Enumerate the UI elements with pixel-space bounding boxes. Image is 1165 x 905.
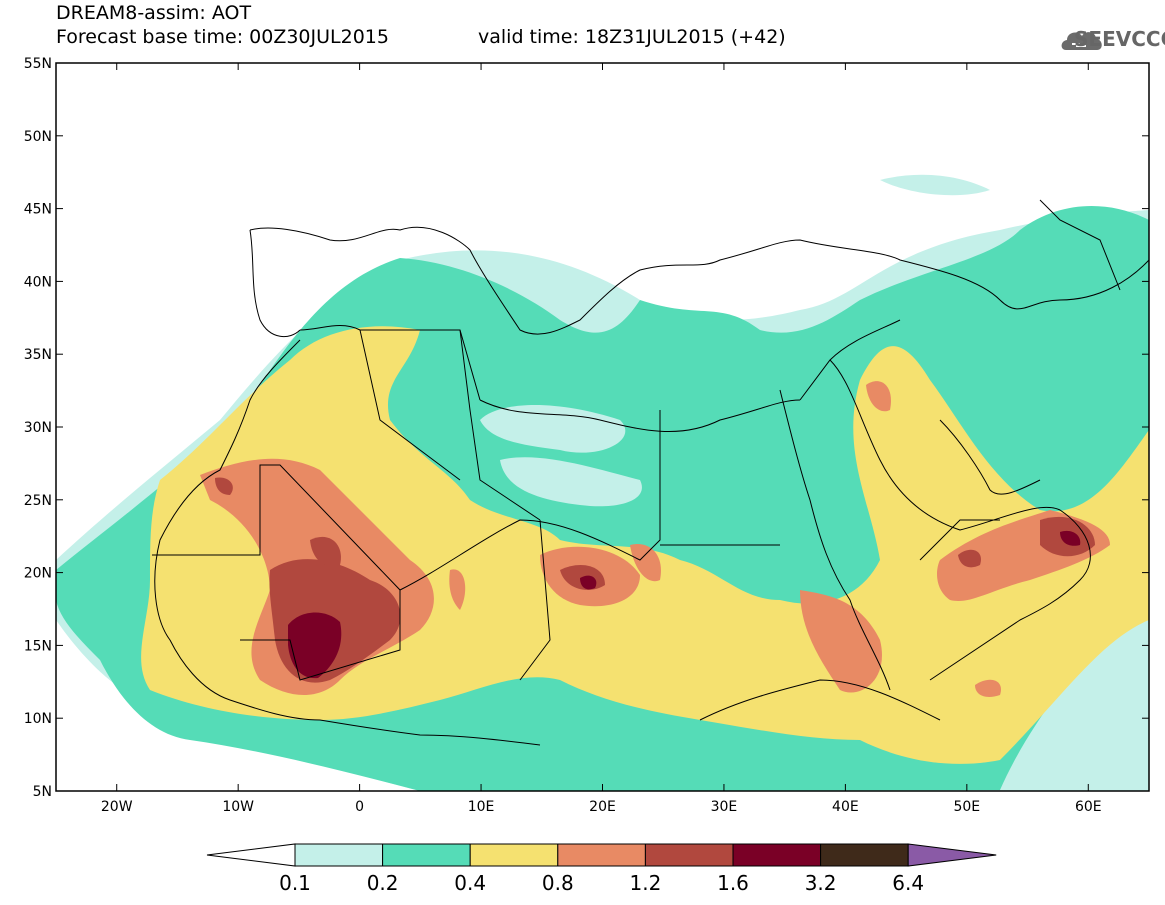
colorbar-box (382, 843, 471, 867)
colorbar-high-arrow (907, 843, 997, 867)
lat-label: 35N (24, 347, 52, 363)
lon-axis: 20W 10W 0 10E 20E 30E 40E 50E 60E (101, 63, 1102, 815)
forecast-base-time: Forecast base time: 00Z30JUL2015 (56, 26, 389, 48)
lat-label: 50N (24, 129, 52, 145)
colorbar-box (732, 843, 822, 867)
colorbar-label: 6.4 (892, 871, 924, 895)
colorbar-low-arrow (206, 843, 296, 867)
lat-label: 5N (33, 784, 52, 800)
colorbar-box (557, 843, 646, 867)
lon-label: 0 (355, 799, 364, 815)
lat-label: 15N (24, 638, 52, 654)
lat-label: 45N (24, 202, 52, 218)
lon-label: 50E (953, 799, 980, 815)
colorbar-box (644, 843, 734, 867)
colorbar-box (294, 843, 384, 867)
valid-time: valid time: 18Z31JUL2015 (+42) (478, 26, 786, 48)
country-borders (299, 199, 1121, 561)
colorbar-label: 0.8 (542, 871, 574, 895)
lat-label: 40N (24, 274, 52, 290)
aot-level-0.4 (141, 326, 1149, 764)
colorbar-label: 3.2 (805, 871, 837, 895)
colorbar-label: 0.2 (367, 871, 399, 895)
colorbar-box (820, 843, 909, 867)
aot-field (56, 174, 1149, 791)
lat-label: 20N (24, 566, 52, 582)
lat-label: 10N (24, 711, 52, 727)
lat-axis: 55N 50N 45N 40N 35N 30N 25N 20N 15N 10N 5N (24, 56, 1149, 800)
lon-label: 20E (589, 799, 616, 815)
coastlines (152, 226, 1149, 746)
lon-label: 10E (468, 799, 495, 815)
lat-label: 25N (24, 493, 52, 509)
map-title: DREAM8-assim: AOT (56, 2, 252, 24)
lon-label: 40E (832, 799, 859, 815)
colorbar-label: 0.4 (454, 871, 486, 895)
colorbar-label: 1.6 (717, 871, 749, 895)
lon-label: 20W (101, 799, 133, 815)
lat-label: 55N (24, 56, 52, 72)
lat-label: 30N (24, 420, 52, 436)
logo-text: SEEVCCC (1074, 27, 1165, 51)
lon-label: 10W (222, 799, 254, 815)
aot-level-1.6 (288, 530, 1081, 679)
lon-label: 60E (1075, 799, 1102, 815)
colorbar-box (469, 843, 559, 867)
colorbar-label: 1.2 (629, 871, 661, 895)
colorbar-label: 0.1 (279, 871, 311, 895)
lon-label: 30E (711, 799, 738, 815)
cloud-logo-icon (1061, 32, 1102, 50)
